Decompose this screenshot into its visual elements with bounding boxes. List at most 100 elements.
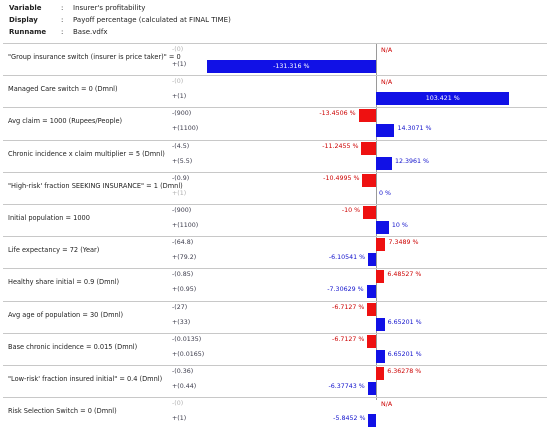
high-value-label: 6.65201 % (387, 318, 422, 326)
header-colon: : (61, 4, 64, 12)
high-test-value: +(1100) (172, 222, 199, 229)
high-value-label: -5.8452 % (333, 415, 366, 423)
header-key: Runname (9, 28, 47, 36)
low-test-value: -(0.9) (172, 174, 190, 182)
row-divider (3, 332, 547, 334)
variable-label: Avg age of population = 30 (Dmnl) (8, 310, 124, 319)
chart-row: Initial population = 1000 -(900) +(1100) -1… (0, 204, 550, 236)
low-bar (376, 270, 385, 284)
row-divider (3, 171, 547, 173)
low-test-value: -(0) (172, 78, 184, 86)
tornado-chart: "Group insurance switch (insurer is pric… (0, 43, 550, 428)
high-bar (376, 124, 395, 138)
high-bar (366, 285, 376, 299)
low-value-label: -6.7127 % (332, 335, 365, 343)
high-bar (376, 92, 510, 106)
low-value-label: -10 % (341, 207, 361, 214)
high-bar (376, 156, 392, 170)
header-colon: : (61, 28, 64, 36)
high-test-value: +(1) (172, 415, 187, 423)
low-bar (367, 302, 376, 316)
low-test-value: -(0.0135) (172, 335, 202, 343)
row-divider (3, 365, 547, 366)
high-test-value: +(1) (172, 93, 187, 101)
low-value-label: -10.4995 % (323, 174, 360, 182)
chart-row: Base chronic incidence = 0.015 (Dmnl) -(0… (0, 332, 550, 365)
variable-label: "High-risk' fraction SEEKING INSURANCE" … (8, 181, 183, 190)
variable-label: Life expectancy = 72 (Year) (8, 246, 100, 255)
low-bar (362, 173, 376, 187)
row-divider (3, 397, 547, 399)
low-test-value: -(4.5) (172, 142, 190, 150)
low-test-value: -(900) (172, 110, 192, 118)
low-test-value: -(0) (172, 400, 184, 408)
high-value-label: 103.421 % (425, 94, 460, 102)
low-value-label: N/A (381, 47, 393, 54)
low-value-label: N/A (381, 401, 393, 409)
low-bar (363, 206, 376, 219)
low-bar (367, 334, 376, 348)
low-value-label: -13.4506 % (319, 110, 356, 118)
high-value-label: 6.65201 % (387, 350, 422, 358)
low-value-label: 6.48527 % (387, 271, 422, 279)
low-value-label: -11.2455 % (322, 142, 359, 150)
chart-row: "High-risk' fraction SEEKING INSURANCE" … (0, 171, 550, 204)
low-test-value: -(0) (172, 46, 184, 53)
variable-label: "Group insurance switch (insurer is pric… (8, 53, 181, 61)
high-value-label: -7.30629 % (327, 286, 364, 294)
high-test-value: +(0.95) (172, 286, 197, 294)
header-value: Payoff percentage (calculated at FINAL T… (73, 16, 231, 24)
variable-label: Managed Care switch = 0 (Dmnl) (8, 85, 118, 94)
low-bar (358, 109, 376, 123)
high-bar (376, 349, 385, 363)
high-test-value: +(1) (172, 61, 187, 68)
high-value-label: -6.37743 % (328, 383, 365, 390)
header-key: Variable (9, 4, 42, 12)
high-bar (368, 414, 376, 428)
variable-label: Avg claim = 1000 (Rupees/People) (8, 117, 123, 126)
high-test-value: +(1100) (172, 125, 199, 133)
row-divider (3, 268, 547, 270)
high-value-label: 12.3961 % (394, 157, 430, 165)
high-bar (376, 317, 385, 331)
high-test-value: +(1) (172, 189, 187, 197)
row-divider (3, 43, 547, 44)
chart-row: "Low-risk' fraction insured initial" = 0… (0, 365, 550, 397)
high-test-value: +(33) (172, 318, 191, 326)
variable-label: Base chronic incidence = 0.015 (Dmnl) (8, 342, 138, 351)
chart-row: Avg claim = 1000 (Rupees/People) -(900) +(… (0, 107, 550, 139)
high-bar (368, 253, 376, 267)
chart-row: Life expectancy = 72 (Year) -(64.8) +(79.2… (0, 236, 550, 268)
header-colon: : (61, 16, 64, 24)
chart-row: Avg age of population = 30 (Dmnl) -(27) +(… (0, 300, 550, 333)
row-divider (3, 75, 547, 77)
variable-label: Risk Selection Switch = 0 (Dmnl) (8, 407, 117, 416)
variable-label: Healthy share initial = 0.9 (Dmnl) (8, 278, 120, 287)
low-test-value: -(27) (172, 303, 188, 311)
low-test-value: -(900) (172, 207, 192, 214)
low-value-label: N/A (381, 79, 393, 87)
high-value-label: 14.3071 % (397, 125, 432, 133)
chart-row: Healthy share initial = 0.9 (Dmnl) -(0.85… (0, 268, 550, 300)
header-value: Base.vdfx (73, 28, 108, 36)
low-value-label: -6.7127 % (332, 303, 365, 311)
low-value-label: 7.3489 % (388, 239, 419, 247)
high-bar (376, 221, 389, 234)
high-bar (367, 382, 376, 395)
header-key: Display (9, 16, 38, 24)
low-test-value: -(64.8) (172, 239, 194, 247)
chart-row: Risk Selection Switch = 0 (Dmnl) -(0) +(1)… (0, 397, 550, 429)
chart-row: Chronic incidence x claim multiplier = 5… (0, 139, 550, 172)
high-test-value: +(5.5) (172, 157, 193, 165)
variable-label: "Low-risk' fraction insured initial" = 0… (8, 375, 163, 383)
chart-row: "Group insurance switch (insurer is pric… (0, 43, 550, 75)
low-bar (376, 367, 385, 380)
row-divider (3, 300, 547, 302)
row-divider (3, 139, 547, 141)
header-value: Insurer's profitability (73, 4, 146, 12)
low-bar (376, 238, 386, 252)
high-value-label: -6.10541 % (328, 254, 366, 262)
row-divider (3, 204, 547, 205)
chart-row: Managed Care switch = 0 (Dmnl) -(0) +(1) N/… (0, 75, 550, 107)
row-divider (3, 107, 547, 109)
